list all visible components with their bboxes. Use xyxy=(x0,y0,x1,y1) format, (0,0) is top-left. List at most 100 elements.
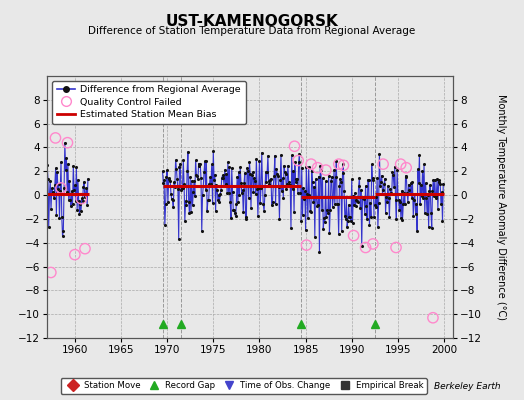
Point xyxy=(412,201,421,208)
Point xyxy=(205,181,214,188)
Point xyxy=(380,176,389,182)
Point xyxy=(224,159,232,165)
Point xyxy=(180,181,188,187)
Point xyxy=(53,169,61,175)
Point xyxy=(194,176,202,182)
Point xyxy=(260,208,268,215)
Point xyxy=(211,172,219,178)
Point xyxy=(77,208,85,214)
Point xyxy=(337,228,346,234)
Point xyxy=(397,161,405,167)
Point xyxy=(186,174,194,180)
Point xyxy=(73,206,81,213)
Point xyxy=(322,167,330,173)
Point xyxy=(373,175,381,181)
Point xyxy=(290,209,298,215)
Point xyxy=(187,209,195,215)
Point xyxy=(304,164,313,170)
Point xyxy=(228,188,237,195)
Point xyxy=(267,176,275,182)
Point xyxy=(281,171,290,177)
Point xyxy=(345,214,354,220)
Point xyxy=(49,191,58,197)
Point xyxy=(342,216,350,222)
Point xyxy=(206,174,214,180)
Point xyxy=(192,172,201,178)
Point xyxy=(334,201,342,208)
Point xyxy=(51,135,60,141)
Point xyxy=(337,179,345,185)
Point xyxy=(196,160,204,167)
Point xyxy=(248,169,257,176)
Point xyxy=(285,178,293,185)
Point xyxy=(354,183,363,189)
Point xyxy=(168,196,176,202)
Point xyxy=(425,188,433,194)
Point xyxy=(328,174,336,180)
Point xyxy=(45,224,53,230)
Point xyxy=(214,197,222,204)
Point xyxy=(319,226,328,232)
Point xyxy=(294,157,302,164)
Point xyxy=(354,199,362,205)
Point xyxy=(47,269,55,276)
Point xyxy=(61,140,69,146)
Point xyxy=(257,185,265,191)
Point xyxy=(352,202,360,209)
Point xyxy=(344,202,353,208)
Point xyxy=(349,193,357,200)
Point xyxy=(275,184,283,191)
Point xyxy=(211,208,220,214)
Point xyxy=(181,198,190,204)
Point xyxy=(219,175,227,181)
Point xyxy=(217,175,226,182)
Point xyxy=(63,188,71,195)
Point xyxy=(350,202,358,209)
Point xyxy=(258,183,267,189)
Point xyxy=(159,180,168,186)
Point xyxy=(66,196,74,203)
Point xyxy=(379,187,387,193)
Point xyxy=(430,192,438,199)
Point xyxy=(183,168,191,174)
Point xyxy=(182,201,191,208)
Point xyxy=(289,168,298,174)
Point xyxy=(300,196,308,202)
Point xyxy=(201,187,210,193)
Point xyxy=(427,210,435,216)
Point xyxy=(288,186,297,192)
Point xyxy=(60,185,68,191)
Point xyxy=(201,158,209,165)
Point xyxy=(313,202,321,209)
Point xyxy=(352,197,361,203)
Point xyxy=(189,189,198,195)
Point xyxy=(329,204,337,210)
Point xyxy=(250,175,258,181)
Point xyxy=(247,172,256,178)
Point xyxy=(388,191,396,197)
Point xyxy=(346,214,354,220)
Point xyxy=(434,176,443,183)
Point xyxy=(372,204,380,210)
Point xyxy=(295,150,303,157)
Point xyxy=(212,181,221,188)
Point xyxy=(432,193,441,199)
Y-axis label: Monthly Temperature Anomaly Difference (°C): Monthly Temperature Anomaly Difference (… xyxy=(496,94,506,320)
Point xyxy=(398,188,406,194)
Point xyxy=(210,177,219,183)
Point xyxy=(378,190,387,197)
Point xyxy=(208,161,216,168)
Point xyxy=(429,314,437,321)
Point xyxy=(191,157,200,164)
Point xyxy=(369,241,377,247)
Point xyxy=(330,167,338,174)
Point xyxy=(283,180,291,187)
Point xyxy=(416,201,424,207)
Point xyxy=(313,164,322,171)
Point xyxy=(315,249,324,255)
Point xyxy=(278,188,286,194)
Point xyxy=(306,208,314,215)
Point xyxy=(48,185,56,192)
Point xyxy=(170,179,178,185)
Point xyxy=(80,178,88,185)
